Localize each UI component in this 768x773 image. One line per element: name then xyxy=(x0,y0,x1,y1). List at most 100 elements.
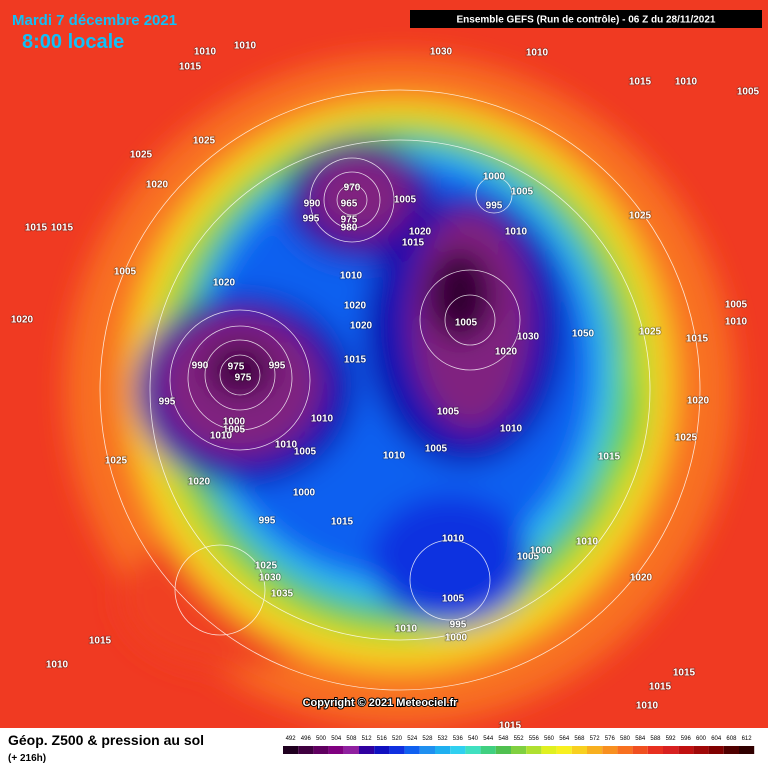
legend-swatch xyxy=(723,746,739,754)
legend-label: 516 xyxy=(377,736,388,742)
isobar-label: 1010 xyxy=(234,41,257,52)
isobar-label: 1005 xyxy=(517,552,540,563)
legend-label: 524 xyxy=(407,736,418,742)
legend-label: 564 xyxy=(559,736,570,742)
isobar-label: 1020 xyxy=(213,278,236,289)
legend-swatch xyxy=(571,746,587,754)
legend-label: 548 xyxy=(498,736,509,742)
isobar-label: 1015 xyxy=(51,223,74,234)
isobar-label: 1005 xyxy=(394,195,417,206)
isobar-label: 1030 xyxy=(517,332,540,343)
isobar-label: 1005 xyxy=(725,300,748,311)
isobar-label: 1015 xyxy=(89,636,112,647)
isobar-label: 1020 xyxy=(495,347,518,358)
isobar-label: 1020 xyxy=(11,315,34,326)
geopotential-field xyxy=(65,55,735,725)
isobar-label: 1010 xyxy=(505,227,528,238)
isobar-label: 1010 xyxy=(500,424,523,435)
isobar-label: 1010 xyxy=(275,440,298,451)
legend-swatch xyxy=(617,746,633,754)
isobar-label: 1020 xyxy=(350,321,373,332)
legend-swatch xyxy=(313,746,329,754)
isobar-label: 995 xyxy=(486,201,503,212)
legend-swatch xyxy=(328,746,344,754)
isobar-label: 1005 xyxy=(294,447,317,458)
isobar-label: 1015 xyxy=(673,668,696,679)
legend-label: 588 xyxy=(650,736,661,742)
legend-label: 592 xyxy=(666,736,677,742)
isobar-label: 1005 xyxy=(114,267,137,278)
isobar-label: 1010 xyxy=(311,414,334,425)
isobar-label: 1010 xyxy=(395,624,418,635)
isobar-label: 1050 xyxy=(572,329,595,340)
legend-swatch xyxy=(389,746,405,754)
isobar-label: 1015 xyxy=(179,62,202,73)
isobar-label: 1010 xyxy=(442,534,465,545)
legend-swatch xyxy=(480,746,496,754)
legend-swatch xyxy=(283,746,299,754)
legend-swatch xyxy=(511,746,527,754)
isobar-label: 995 xyxy=(450,620,467,631)
isobar-label: 1020 xyxy=(630,573,653,584)
isobar-label: 1025 xyxy=(105,456,128,467)
isobar-label: 990 xyxy=(304,199,321,210)
legend-label: 552 xyxy=(514,736,525,742)
isobar-label: 1010 xyxy=(46,660,69,671)
isobar-label: 1000 xyxy=(483,172,506,183)
copyright: Copyright © 2021 Meteociel.fr xyxy=(303,697,459,709)
legend-label: 528 xyxy=(422,736,433,742)
legend-swatch xyxy=(450,746,466,754)
legend-swatch xyxy=(526,746,542,754)
legend-swatch xyxy=(465,746,481,754)
isobar-label: 990 xyxy=(192,361,209,372)
legend-label: 576 xyxy=(605,736,616,742)
legend-swatch xyxy=(374,746,390,754)
isobar-label: 1010 xyxy=(194,47,217,58)
isobar-label: 1025 xyxy=(193,136,216,147)
isobar-label: 1025 xyxy=(130,150,153,161)
isobar-label: 1035 xyxy=(271,589,294,600)
legend-label: 556 xyxy=(529,736,540,742)
legend-swatch xyxy=(663,746,679,754)
legend-swatch xyxy=(404,746,420,754)
isobar-label: 1000 xyxy=(530,546,553,557)
legend-swatch xyxy=(541,746,557,754)
isobar-label: 1015 xyxy=(331,517,354,528)
legend-label: 536 xyxy=(453,736,464,742)
legend-label: 568 xyxy=(574,736,585,742)
color-legend: 492 496 500 504 508 512 516 520 524 528 532 536 540 5… xyxy=(283,736,755,754)
isobar-label: 1025 xyxy=(675,433,698,444)
isobar-label: 1030 xyxy=(430,47,453,58)
legend-label: 512 xyxy=(362,736,373,742)
isobar-label: 1020 xyxy=(409,227,432,238)
isobar-label: 975 xyxy=(228,362,245,373)
isobar-label: 1010 xyxy=(576,537,599,548)
isobar-label: 1015 xyxy=(402,238,425,249)
legend-label: 532 xyxy=(438,736,449,742)
isobar-label: 1005 xyxy=(511,187,534,198)
legend-swatch xyxy=(419,746,435,754)
legend-swatch xyxy=(495,746,511,754)
isobar-label: 1020 xyxy=(687,396,710,407)
isobar-label: 975 xyxy=(235,373,252,384)
isobar-label: 1005 xyxy=(425,444,448,455)
legend-swatch xyxy=(602,746,618,754)
legend-swatch xyxy=(298,746,314,754)
isobar-label: 1015 xyxy=(598,452,621,463)
legend-label: 580 xyxy=(620,736,631,742)
legend-label: 604 xyxy=(711,736,722,742)
legend-label: 584 xyxy=(635,736,646,742)
legend-label: 596 xyxy=(681,736,692,742)
legend-swatch xyxy=(556,746,572,754)
isobar-label: 1005 xyxy=(223,425,246,436)
legend-label: 572 xyxy=(590,736,601,742)
isobar-label: 980 xyxy=(341,223,358,234)
isobar-label: 975 xyxy=(341,215,358,226)
isobar-label: 1025 xyxy=(639,327,662,338)
isobar-label: 1015 xyxy=(686,334,709,345)
isobar-label: 970 xyxy=(344,183,361,194)
run-banner xyxy=(410,10,762,28)
isobar-label: 1010 xyxy=(383,451,406,462)
isobar-label: 1010 xyxy=(210,431,233,442)
